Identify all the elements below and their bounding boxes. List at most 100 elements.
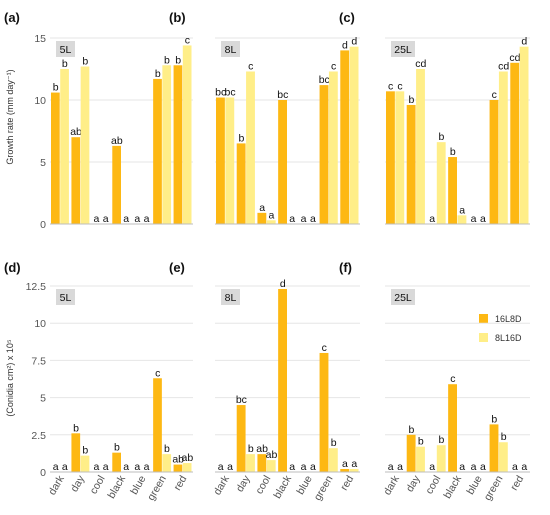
bar-8l16d-green [328,71,338,224]
y-tick-label: 0 [40,467,46,479]
significance-label: c [155,367,160,379]
legend-swatch-16l8d [479,314,488,323]
significance-label: b [82,56,88,68]
significance-label: a [459,204,465,216]
significance-label: ab [70,126,82,138]
x-tick-label: cool [423,474,443,497]
volume-label: 8L [225,44,237,56]
volume-label: 25L [394,44,412,56]
bar-16l8d-cool [257,212,267,224]
significance-label: a [144,461,150,473]
significance-label: a [259,202,265,214]
significance-label: a [103,461,109,473]
x-tick-label: green [312,473,336,502]
y-tick-label: 15 [34,33,46,45]
significance-label: a [429,461,435,473]
significance-label: bc [224,87,235,99]
significance-label: a [459,461,465,473]
volume-label-box [56,41,75,57]
significance-label: b [248,443,254,455]
bar-8l16d-red [519,46,529,225]
y-axis-title-bottom: (Conidia cm²) x 10⁵ [5,339,15,417]
bar-16l8d-dark [216,97,225,224]
significance-label: d [342,39,348,51]
significance-label: ab [266,449,278,461]
significance-label: b [62,58,68,70]
bar-8l16d-green [162,65,172,224]
significance-label: a [218,461,224,473]
bar-8l16d-red [349,46,359,225]
x-tick-label: blue [128,473,148,496]
significance-label: bc [319,74,330,86]
legend-label-8l16d: 8L16D [495,333,522,343]
volume-label-box [221,41,240,57]
y-tick-label: 10 [34,318,46,330]
bar-16l8d-day [406,434,416,472]
x-tick-label: green [145,473,169,502]
panel-letter: (e) [169,260,185,275]
significance-label: b [175,54,181,66]
bar-16l8d-green [489,100,499,224]
panel-letter: (f) [339,260,352,275]
volume-label-box [391,41,415,57]
significance-label: d [351,36,357,48]
significance-label: b [238,132,244,144]
bar-16l8d-day [236,143,246,224]
bar-8l16d-day [80,66,90,225]
significance-label: a [351,458,357,470]
significance-label: a [301,461,307,473]
significance-label: a [94,461,100,473]
bar-8l16d-green [328,448,338,472]
x-tick-label: blue [464,473,484,496]
x-tick-label: blue [294,473,314,496]
significance-label: a [342,458,348,470]
significance-label: ab [182,452,194,464]
y-tick-label: 7.5 [31,355,46,367]
bar-16l8d-red [173,464,183,472]
bar-16l8d-black [278,288,287,472]
significance-label: c [322,342,327,354]
significance-label: a [397,461,403,473]
bar-16l8d-day [71,433,81,472]
bar-16l8d-day [71,137,81,224]
bar-16l8d-red [173,65,183,224]
x-tick-label: cool [88,474,108,497]
bar-16l8d-black [278,100,287,224]
significance-label: b [331,437,337,449]
x-tick-label: dark [46,473,67,497]
bar-8l16d-cool [266,220,276,224]
significance-label: c [331,60,336,72]
significance-label: b [82,445,88,457]
volume-label-box [56,289,75,305]
significance-label: b [439,131,445,143]
bar-16l8d-green [489,424,499,472]
significance-label: bc [236,394,247,406]
significance-label: a [471,461,477,473]
significance-label: ab [256,443,268,455]
x-tick-label: green [482,473,506,502]
significance-label: bc [277,89,288,101]
significance-label: cd [509,52,520,64]
bar-8l16d-black [457,215,467,224]
significance-label: b [491,413,497,425]
x-tick-label: black [271,473,294,501]
significance-label: b [408,424,414,436]
significance-label: c [248,60,253,72]
x-tick-label: day [404,473,423,494]
significance-label: b [164,54,170,66]
bar-16l8d-green [319,85,329,225]
significance-label: a [301,213,307,225]
significance-label: a [269,209,275,221]
significance-label: c [492,89,497,101]
volume-label-box [221,289,240,305]
bar-16l8d-dark [51,92,60,224]
bar-8l16d-day [246,71,255,224]
y-tick-label: 2.5 [31,430,46,442]
x-tick-label: red [338,473,356,492]
bar-16l8d-black [448,384,457,472]
